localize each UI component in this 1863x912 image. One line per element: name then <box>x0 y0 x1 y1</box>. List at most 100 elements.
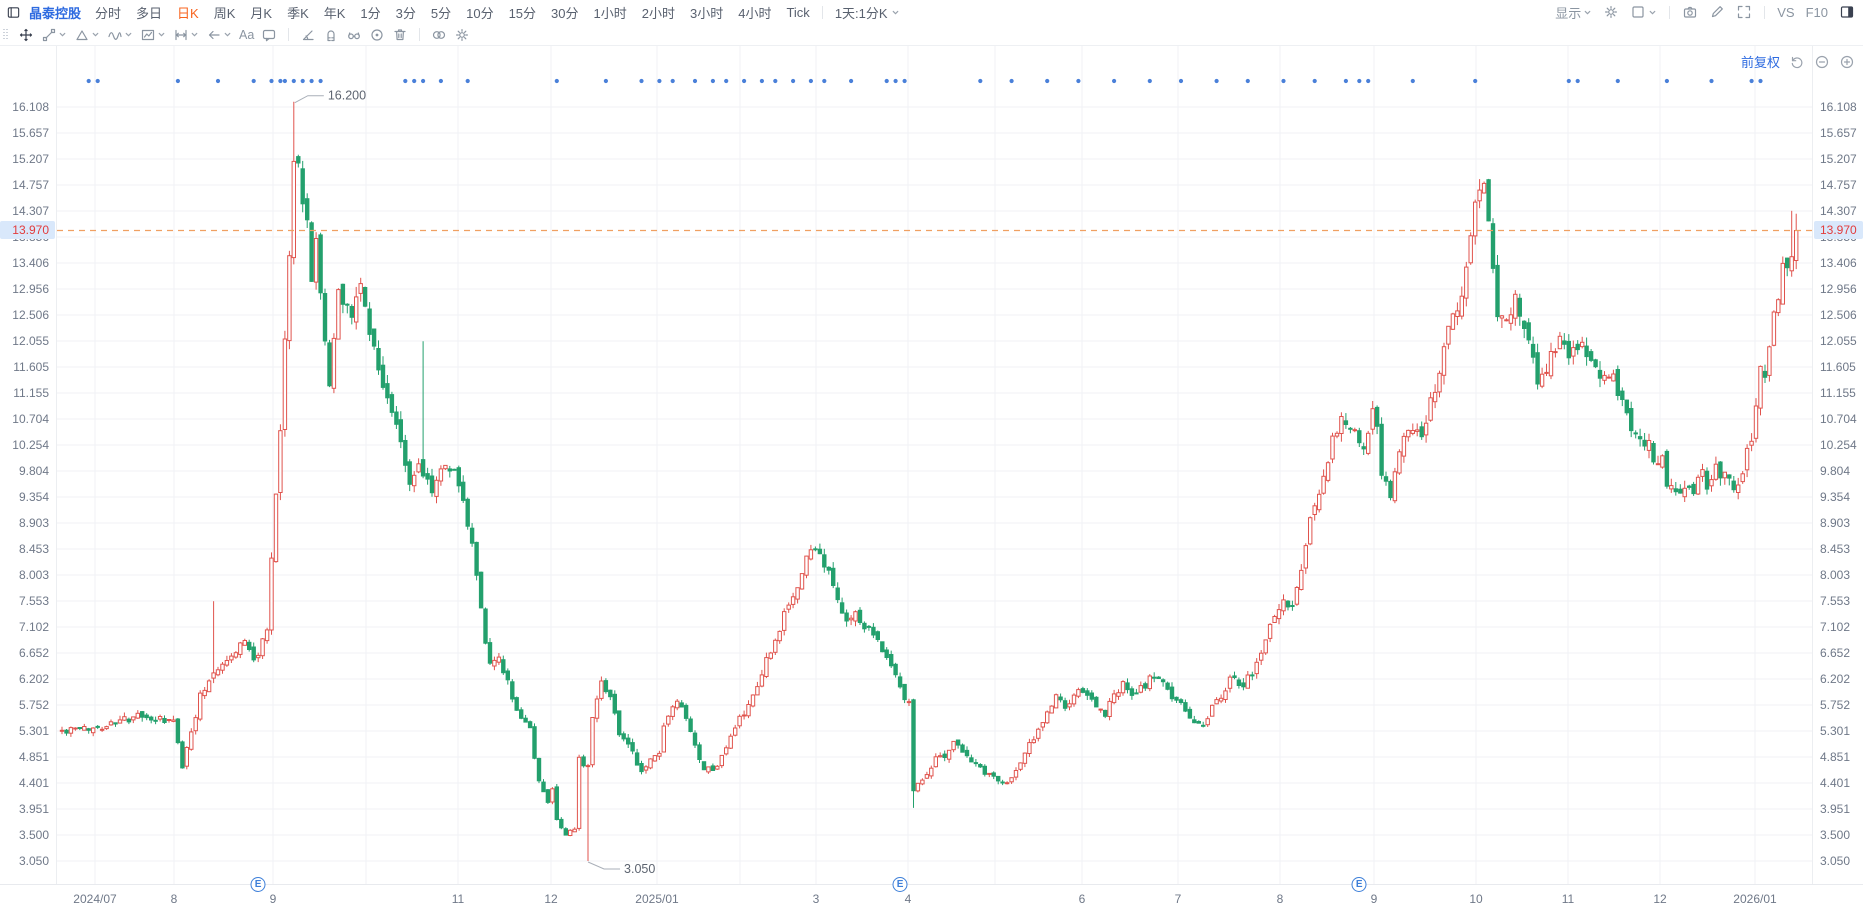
event-dot[interactable] <box>215 78 221 84</box>
event-dot[interactable] <box>465 78 470 84</box>
price-axis-right[interactable]: 16.10815.65715.20714.75714.30713.85613.4… <box>1812 46 1863 884</box>
plot-area[interactable]: 16.200 3.050 <box>0 46 1863 884</box>
event-dot[interactable] <box>1281 78 1286 84</box>
event-dot[interactable] <box>291 78 296 84</box>
timeframe-1小时[interactable]: 1小时 <box>593 5 627 21</box>
event-dot[interactable] <box>1410 78 1415 84</box>
timeframe-月K[interactable]: 月K <box>250 5 273 21</box>
event-dot[interactable] <box>884 78 889 84</box>
event-dot[interactable] <box>1178 78 1184 84</box>
zoom-in-icon[interactable] <box>1839 54 1855 70</box>
event-dot[interactable] <box>1575 78 1580 84</box>
visibility-tool-icon[interactable] <box>346 27 362 43</box>
event-dot[interactable] <box>318 78 323 84</box>
event-dot[interactable] <box>759 78 765 84</box>
adjustment-mode-button[interactable]: 前复权 <box>1740 55 1780 70</box>
event-dot[interactable] <box>822 78 827 84</box>
trash-tool-icon[interactable] <box>392 27 408 43</box>
event-dot[interactable] <box>403 78 408 84</box>
event-dot[interactable] <box>657 78 662 84</box>
timeframe-1分[interactable]: 1分 <box>360 5 381 21</box>
timeframe-4小时[interactable]: 4小时 <box>738 5 772 21</box>
layout-dropdown[interactable] <box>1630 4 1657 20</box>
event-dot[interactable] <box>710 78 716 84</box>
price-axis-left[interactable]: 16.10815.65715.20714.75714.30713.85613.4… <box>0 46 57 884</box>
watchlist-panel-icon[interactable] <box>6 5 21 20</box>
timeframe-3分[interactable]: 3分 <box>395 5 416 21</box>
timeframe-10分[interactable]: 10分 <box>466 5 494 21</box>
camera-icon[interactable] <box>1682 4 1698 20</box>
event-dot[interactable] <box>724 78 729 84</box>
timeframe-周K[interactable]: 周K <box>213 5 236 21</box>
earnings-badge[interactable]: E <box>892 877 908 892</box>
timeframe-分时[interactable]: 分时 <box>95 5 122 21</box>
settings-gear-icon[interactable] <box>1603 4 1619 20</box>
event-dot[interactable] <box>1473 78 1478 84</box>
event-dot[interactable] <box>1112 78 1117 84</box>
text-tool-icon[interactable]: Aa <box>239 27 255 42</box>
event-dot[interactable] <box>1357 78 1362 84</box>
angle-tool-icon[interactable] <box>300 27 316 43</box>
fullscreen-icon[interactable] <box>1736 4 1752 20</box>
wave-tool-icon[interactable] <box>107 27 133 43</box>
display-dropdown[interactable]: 显示 <box>1555 3 1592 22</box>
event-dot[interactable] <box>269 78 274 84</box>
event-dot[interactable] <box>251 78 256 84</box>
magnet-tool-icon[interactable] <box>323 27 339 43</box>
record-tool-icon[interactable] <box>369 27 385 43</box>
event-dot[interactable] <box>639 78 644 84</box>
event-dot[interactable] <box>692 78 698 84</box>
pattern-tool-icon[interactable] <box>140 27 166 43</box>
timeframe-3小时[interactable]: 3小时 <box>689 5 724 21</box>
event-dot[interactable] <box>791 78 796 84</box>
event-dot[interactable] <box>1214 78 1219 84</box>
event-dot[interactable] <box>773 78 778 84</box>
event-dot[interactable] <box>95 78 100 84</box>
event-dot[interactable] <box>300 78 305 84</box>
event-dot[interactable] <box>902 78 907 84</box>
event-dot[interactable] <box>1076 78 1081 84</box>
event-dot[interactable] <box>1045 78 1050 84</box>
timeframe-季K[interactable]: 季K <box>287 5 309 21</box>
time-axis[interactable]: 2024/07 8 9 11 12 2025/01 3 4 6 7 8 9 10 11 12 2026/01 E… <box>0 877 1863 912</box>
event-dot[interactable] <box>278 78 283 84</box>
comment-tool-icon[interactable] <box>261 27 277 43</box>
timeframe-日K[interactable]: 日K <box>177 5 199 21</box>
f10-button[interactable]: F10 <box>1805 4 1828 20</box>
event-dot[interactable] <box>1566 78 1571 84</box>
event-dot[interactable] <box>1147 78 1152 84</box>
candlestick-chart[interactable]: 16.200 3.050 16.108 15.657 15.207 14.757 14.3… <box>0 46 1863 884</box>
event-dot[interactable] <box>1312 78 1317 84</box>
panel-right-icon[interactable] <box>1839 4 1855 20</box>
event-dot[interactable] <box>1615 78 1620 84</box>
event-dot[interactable] <box>438 78 443 84</box>
earnings-badge[interactable]: E <box>1351 877 1367 892</box>
timeframe-30分[interactable]: 30分 <box>551 5 579 21</box>
link-tool-icon[interactable] <box>431 27 447 43</box>
timeframe-2小时[interactable]: 2小时 <box>641 5 675 21</box>
measure-tool-icon[interactable] <box>173 27 199 43</box>
arrow-left-tool-icon[interactable] <box>206 27 232 43</box>
event-dot[interactable] <box>1749 78 1754 84</box>
event-dot[interactable] <box>421 78 426 84</box>
move-tool-icon[interactable] <box>18 27 34 43</box>
event-dot[interactable] <box>603 78 609 84</box>
event-dot[interactable] <box>670 78 675 84</box>
event-dot[interactable] <box>1709 78 1714 84</box>
event-dot[interactable] <box>309 78 314 84</box>
event-dot[interactable] <box>849 78 854 84</box>
event-dot[interactable] <box>742 78 747 84</box>
event-dot[interactable] <box>1664 78 1669 84</box>
toolbar-drag-handle[interactable] <box>3 28 9 41</box>
event-dot[interactable] <box>1245 78 1250 84</box>
event-dot[interactable] <box>1366 78 1371 84</box>
gear-tool-icon[interactable] <box>454 27 470 43</box>
event-dot[interactable] <box>86 78 91 84</box>
event-dot[interactable] <box>1009 78 1014 84</box>
timeframe-多日[interactable]: 多日 <box>136 5 163 21</box>
timeframe-15分[interactable]: 15分 <box>508 5 537 21</box>
event-dot[interactable] <box>554 78 559 84</box>
timeframe-5分[interactable]: 5分 <box>430 5 452 21</box>
custom-period-dropdown[interactable]: 1天:1分K <box>835 3 900 22</box>
event-dot[interactable] <box>978 78 983 84</box>
